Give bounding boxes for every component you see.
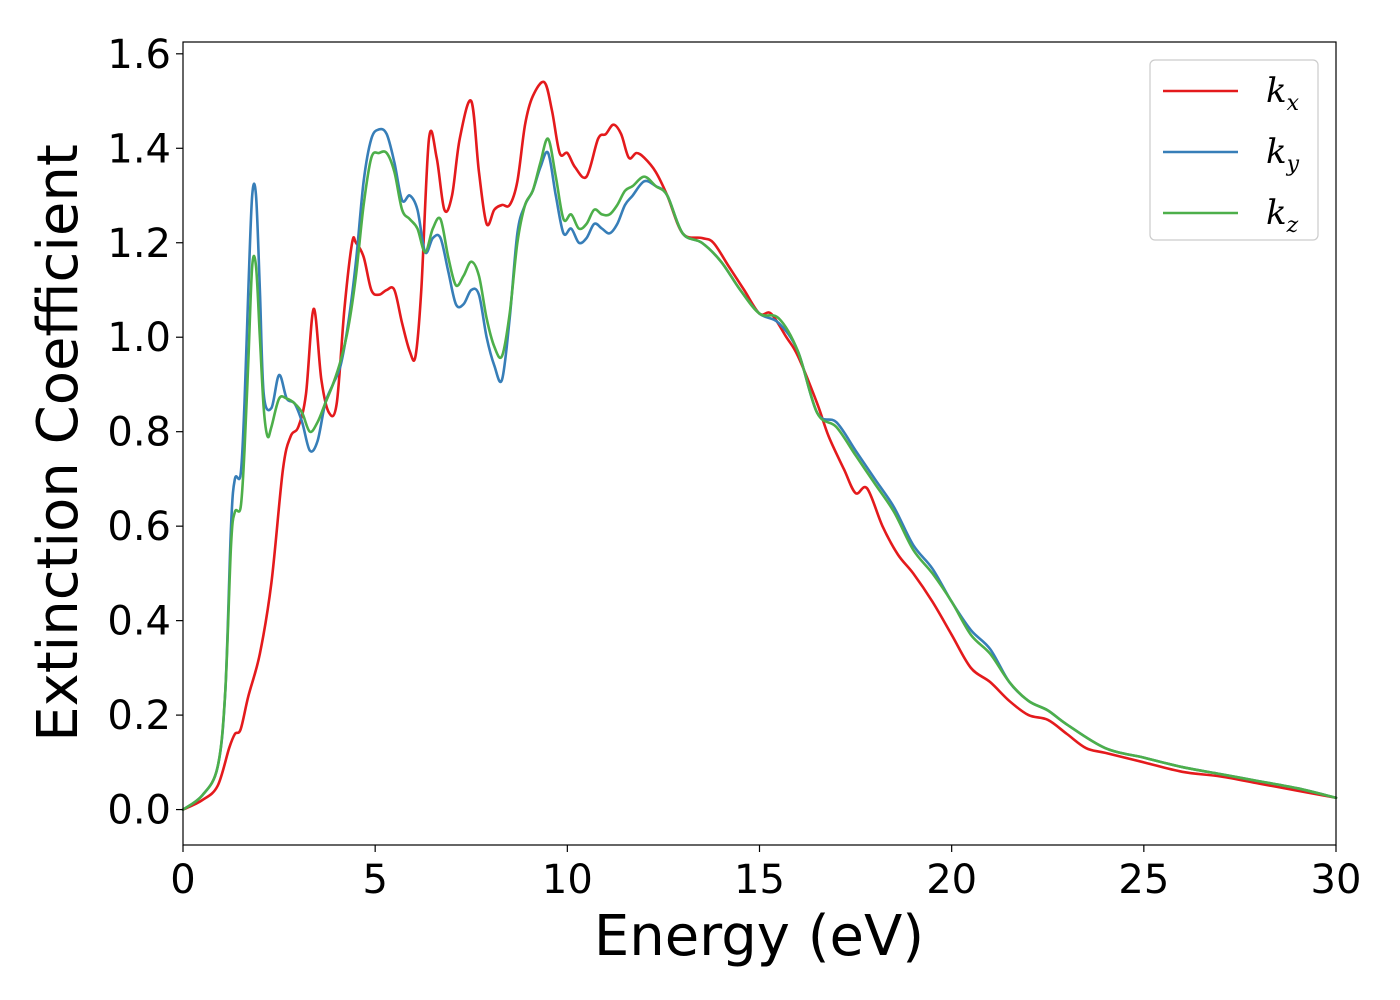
legend: kx ky kz (1149, 59, 1319, 241)
y-tick-label: 0.0 (107, 788, 171, 834)
x-tick-label: 20 (926, 857, 977, 903)
y-tick-label: 1.4 (107, 126, 171, 172)
x-tick-label: 30 (1311, 857, 1362, 903)
legend-label-y: ky (1266, 132, 1300, 177)
y-tick-label: 0.4 (107, 599, 171, 645)
series-line-z (181, 137, 1338, 811)
x-tick-label: 10 (542, 857, 593, 903)
y-tick-label: 1.6 (107, 32, 171, 78)
y-tick-label: 1.0 (107, 315, 171, 361)
x-tick-label: 5 (362, 857, 387, 903)
x-tick-label: 0 (170, 857, 195, 903)
x-tick-label: 25 (1118, 857, 1169, 903)
y-tick-label: 0.2 (107, 693, 171, 739)
y-tick-label: 0.6 (107, 504, 171, 550)
x-axis: 0 5 10 15 20 25 30 (170, 845, 1361, 903)
y-axis: 0.0 0.2 0.4 0.6 0.8 1.0 1.2 1.4 1.6 (107, 32, 183, 834)
legend-label-z: kz (1266, 193, 1299, 238)
legend-box (1149, 59, 1319, 241)
y-tick-label: 1.2 (107, 221, 171, 267)
x-axis-label: Energy (eV) (594, 904, 924, 969)
series-layer (181, 80, 1338, 811)
y-axis-label: Extinction Coefficient (26, 144, 91, 742)
legend-label-x: kx (1266, 71, 1300, 116)
y-tick-label: 0.8 (107, 410, 171, 456)
x-tick-label: 15 (734, 857, 785, 903)
